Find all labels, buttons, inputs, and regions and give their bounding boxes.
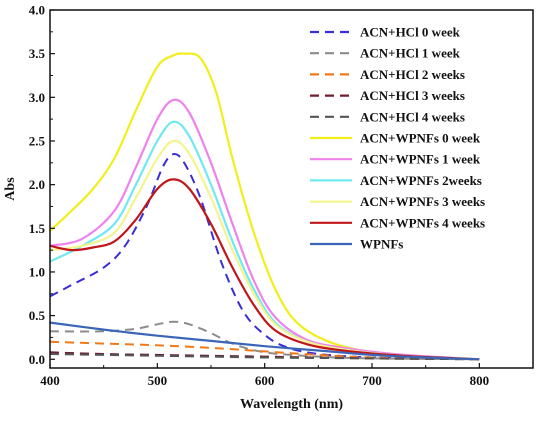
- legend-label-9: ACN+WPNFs 4 weeks: [360, 215, 485, 230]
- plot-area-frame: [49, 9, 534, 369]
- legend-label-10: WPNFs: [360, 237, 403, 252]
- x-tick-label: 500: [148, 373, 168, 388]
- legend: ACN+HCl 0 week ACN+HCl 1 week ACN+HCl 2 we…: [310, 25, 485, 252]
- y-tick-label: 0.0: [29, 352, 45, 367]
- series-line-4: [50, 353, 480, 361]
- legend-label-6: ACN+WPNFs 1 week: [360, 152, 481, 167]
- x-axis-label: Wavelength (nm): [240, 397, 343, 412]
- legend-label-3: ACN+HCl 3 weeks: [360, 88, 465, 103]
- x-tick-label: 400: [40, 373, 60, 388]
- series-line-8: [50, 139, 480, 361]
- legend-label-4: ACN+HCl 4 weeks: [360, 109, 465, 124]
- series-layer: [50, 52, 480, 361]
- series-line-9: [50, 178, 480, 361]
- legend-label-8: ACN+WPNFs 3 weeks: [360, 194, 485, 209]
- axis-ticks: 400 500 600 700 800 0.0 0.5 1.0 1.5 2.0 2.5 3.0 3.5 4…: [29, 3, 489, 389]
- series-line-6: [50, 98, 480, 361]
- legend-label-2: ACN+HCl 2 weeks: [360, 67, 465, 82]
- y-tick-label: 0.5: [29, 308, 46, 323]
- y-axis-label: Abs: [3, 177, 18, 201]
- series-line-10: [50, 321, 480, 361]
- y-tick-label: 1.0: [29, 264, 45, 279]
- series-line-5: [50, 52, 480, 361]
- legend-label-1: ACN+HCl 1 week: [360, 46, 461, 61]
- legend-label-5: ACN+WPNFs 0 week: [360, 131, 481, 146]
- x-tick-label: 800: [470, 373, 490, 388]
- x-tick-label: 700: [362, 373, 382, 388]
- y-tick-label: 3.0: [29, 90, 45, 105]
- y-tick-label: 2.0: [29, 177, 45, 192]
- series-line-0: [50, 152, 480, 361]
- y-tick-label: 2.5: [29, 133, 46, 148]
- legend-label-0: ACN+HCl 0 week: [360, 25, 461, 40]
- y-tick-label: 1.5: [29, 221, 46, 236]
- y-tick-label: 4.0: [29, 3, 45, 18]
- x-tick-label: 600: [255, 373, 275, 388]
- y-tick-label: 3.5: [29, 46, 46, 61]
- legend-label-7: ACN+WPNFs 2weeks: [360, 173, 482, 188]
